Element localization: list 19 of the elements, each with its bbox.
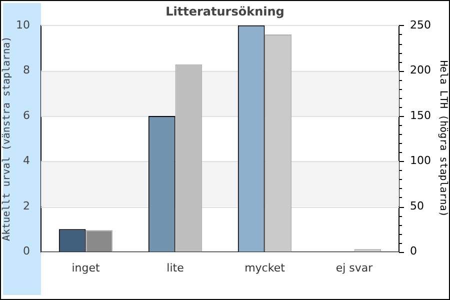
y2-tick-label: 0 bbox=[410, 244, 417, 258]
y2-tick-label: 200 bbox=[410, 64, 431, 77]
y2-axis-title: Hela LTH (högra staplarna) bbox=[437, 60, 448, 217]
y-tick-label: 8 bbox=[23, 64, 30, 77]
chart-title: Litteratursökning bbox=[166, 4, 284, 18]
y2-tick-label: 50 bbox=[410, 199, 424, 212]
x-tick-label: ej svar bbox=[336, 261, 374, 274]
y-axis-title: Aktuellt urval (vänstra staplarna) bbox=[2, 36, 13, 241]
x-tick-label: mycket bbox=[244, 261, 286, 274]
y-tick-label: 10 bbox=[16, 18, 30, 32]
y-tick-label: 0 bbox=[23, 244, 30, 258]
y2-tick-label: 250 bbox=[410, 18, 431, 32]
y2-tick-label: 100 bbox=[410, 154, 431, 168]
y-tick-label: 6 bbox=[23, 108, 30, 122]
y-tick-label: 4 bbox=[23, 154, 30, 168]
y2-tick-label: 150 bbox=[410, 108, 431, 122]
y-tick-label: 2 bbox=[23, 199, 30, 212]
x-tick-label: inget bbox=[72, 261, 100, 274]
x-tick-label: lite bbox=[166, 261, 184, 274]
